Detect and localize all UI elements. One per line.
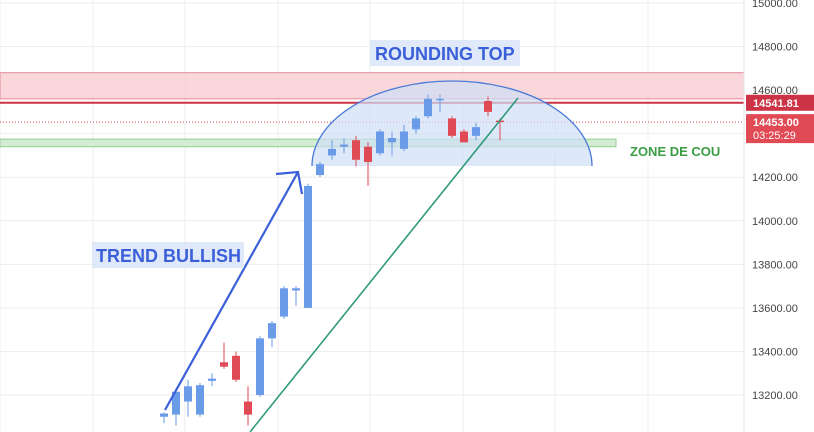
candle xyxy=(208,373,216,387)
candle-body xyxy=(328,148,336,156)
trend-annotation: TREND BULLISH xyxy=(92,242,244,268)
candle xyxy=(376,129,384,156)
trend-label-background xyxy=(92,242,244,268)
candle-body xyxy=(436,98,444,101)
neckline-label-background xyxy=(626,140,736,162)
price-tick-label: 15000.00 xyxy=(752,0,798,10)
trend-arrow-shaft xyxy=(164,171,299,411)
candle xyxy=(184,379,192,417)
neckline-label: ZONE DE COU xyxy=(630,144,720,159)
candle xyxy=(280,286,288,319)
candle xyxy=(196,383,204,417)
rounding-top-arc xyxy=(311,80,593,167)
price-tick-label: 13800.00 xyxy=(752,259,798,271)
resistance-zone xyxy=(0,72,745,100)
candle-body xyxy=(220,362,228,367)
candle xyxy=(460,129,468,143)
candle-body xyxy=(472,127,480,136)
pattern-annotation: ROUNDING TOP xyxy=(370,40,520,66)
candle-body xyxy=(388,138,396,143)
candle xyxy=(424,94,432,119)
candle xyxy=(364,142,372,186)
candle xyxy=(328,140,336,160)
candle-body xyxy=(352,140,360,160)
price-tick-label: 14600.00 xyxy=(752,85,798,97)
candles xyxy=(160,94,504,426)
price-tick-label: 13400.00 xyxy=(752,346,798,358)
candle-body xyxy=(484,101,492,112)
candle-body xyxy=(364,146,372,162)
candle-body xyxy=(316,164,324,176)
candle-body xyxy=(376,131,384,154)
candle-body xyxy=(400,131,408,149)
candle-body xyxy=(424,98,432,117)
candle xyxy=(400,124,408,152)
candle xyxy=(292,286,300,306)
current-price-tag: 14453.00 03:25:29 xyxy=(746,114,814,144)
candle-body xyxy=(340,144,348,147)
candle xyxy=(256,336,264,398)
candle xyxy=(472,122,480,141)
resistance-price-label: 14541.81 xyxy=(753,98,799,110)
pattern-label: ROUNDING TOP xyxy=(375,44,515,64)
price-tick-label: 14800.00 xyxy=(752,42,798,54)
resistance-price-tag: 14541.81 xyxy=(746,94,814,111)
candle-body xyxy=(304,185,312,308)
current-price-label: 14453.00 xyxy=(753,117,799,129)
candle xyxy=(352,135,360,167)
candle xyxy=(244,386,252,426)
chart-drawings xyxy=(164,97,519,432)
candle xyxy=(160,412,168,424)
price-axis[interactable]: 15000.00 14800.00 14600.00 14200.00 14000.00… xyxy=(743,0,814,432)
trend-arrow-head xyxy=(275,170,304,195)
candle-body xyxy=(208,378,216,381)
candle xyxy=(316,161,324,178)
candle xyxy=(484,96,492,117)
pattern-label-background xyxy=(370,40,520,66)
candle xyxy=(436,94,444,112)
candle-body xyxy=(172,391,180,415)
candle-body xyxy=(232,355,240,380)
price-axis-background xyxy=(744,0,814,432)
candle-body xyxy=(160,413,168,417)
candle-body xyxy=(448,118,456,136)
candle xyxy=(412,116,420,134)
candle xyxy=(448,116,456,139)
price-tick-label: 13600.00 xyxy=(752,303,798,315)
candle xyxy=(340,138,348,154)
candle xyxy=(232,351,240,382)
price-tick-label: 14200.00 xyxy=(752,172,798,184)
candle-body xyxy=(460,131,468,143)
price-tick-label: 14000.00 xyxy=(752,216,798,228)
gridlines xyxy=(0,0,744,432)
candle-body xyxy=(412,118,420,130)
candle-body xyxy=(268,323,276,339)
price-tick-labels: 15000.00 14800.00 14600.00 14200.00 14000.00… xyxy=(752,0,798,402)
trend-label: TREND BULLISH xyxy=(96,246,241,266)
neckline-annotation: ZONE DE COU xyxy=(626,140,736,162)
neckline-zone xyxy=(0,138,617,148)
candle-body xyxy=(196,385,204,415)
candle xyxy=(304,183,312,308)
candle xyxy=(172,388,180,426)
candle-body xyxy=(280,288,288,317)
candle xyxy=(388,131,396,156)
price-tick-label: 13200.00 xyxy=(752,390,798,402)
candle xyxy=(220,342,228,369)
candle-body xyxy=(256,338,264,395)
candle-body xyxy=(184,386,192,402)
candle xyxy=(268,320,276,348)
countdown-label: 03:25:29 xyxy=(753,130,796,142)
candle-body xyxy=(244,401,252,415)
uptrend-line xyxy=(249,97,519,432)
candle-body xyxy=(292,288,300,291)
